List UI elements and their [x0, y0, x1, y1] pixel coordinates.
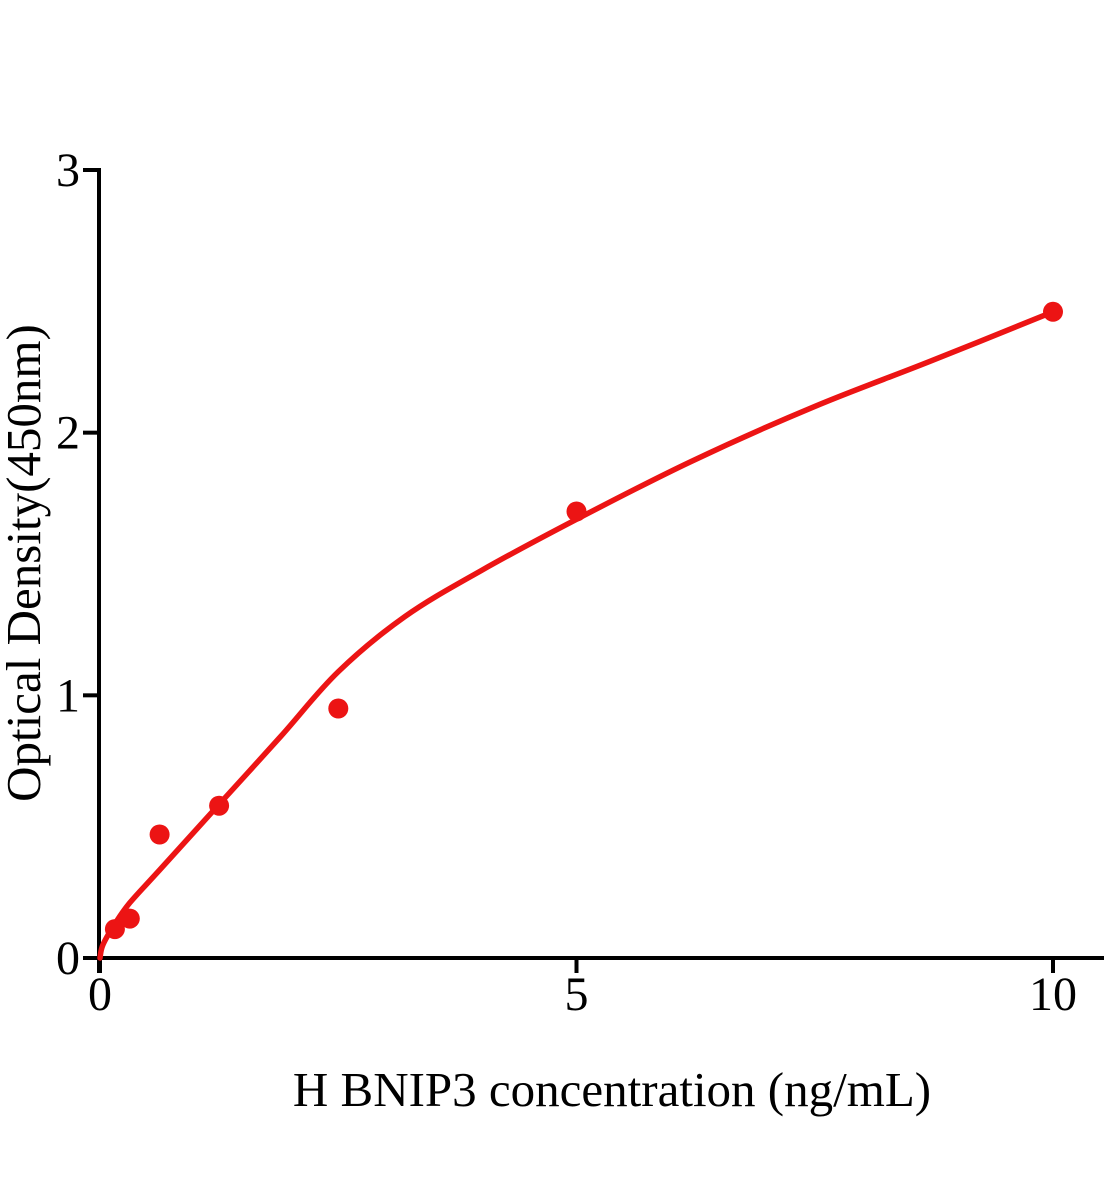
x-tick-label: 0: [88, 968, 112, 1021]
y-tick-label: 0: [56, 932, 80, 985]
x-tick-label: 10: [1029, 968, 1077, 1021]
data-point: [149, 824, 170, 845]
data-point: [104, 919, 125, 940]
data-point: [1043, 301, 1063, 322]
y-axis-title: Optical Density(450nm): [0, 324, 51, 802]
data-point: [209, 795, 230, 816]
y-tick-label: 3: [56, 144, 80, 197]
y-axis-ticks: [83, 167, 99, 960]
y-tick-label: 2: [56, 407, 80, 460]
y-tick-label: 1: [56, 669, 80, 722]
data-point: [119, 908, 140, 929]
x-axis-tick-labels: 0 5 10: [88, 968, 1077, 1021]
x-axis-title: H BNIP3 concentration (ng/mL): [293, 1062, 931, 1117]
x-tick-label: 5: [565, 968, 589, 1021]
fitted-curve-group: [97, 309, 1056, 961]
y-axis-tick-labels: 0 1 2 3: [56, 144, 80, 985]
data-point: [566, 501, 587, 522]
fitted-curve: [97, 309, 1056, 961]
data-point: [328, 698, 349, 719]
data-points-group: [104, 301, 1063, 940]
